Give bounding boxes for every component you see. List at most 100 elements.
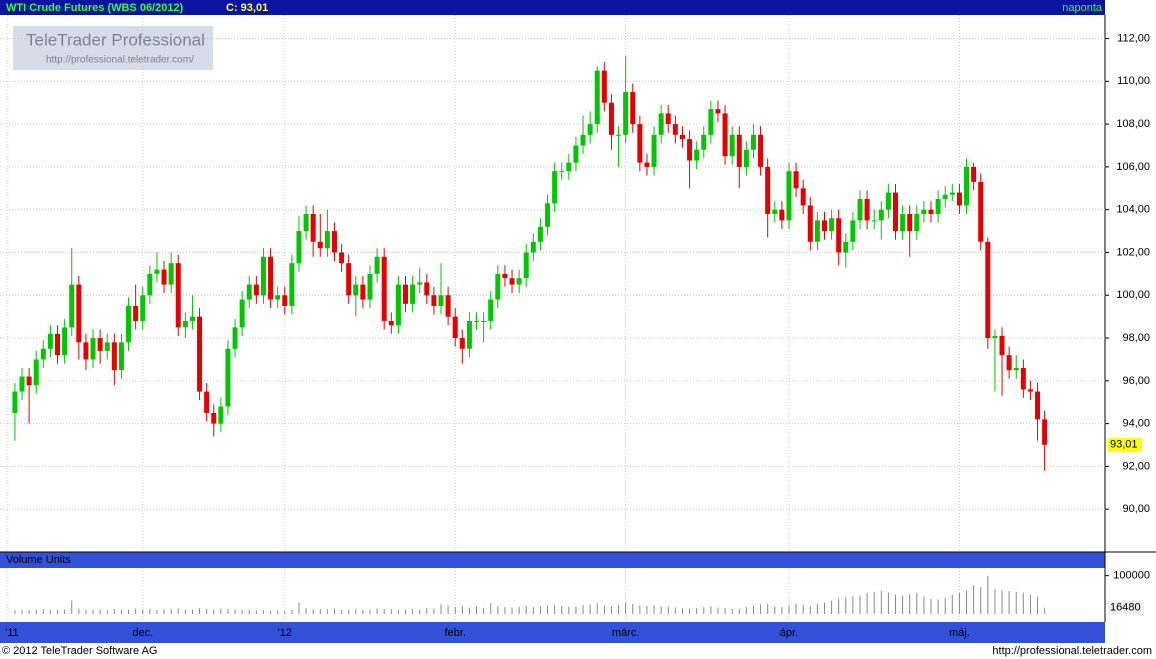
watermark-brand: TeleTrader Professional: [26, 30, 205, 49]
candle-body: [871, 220, 877, 222]
candle-body: [218, 406, 224, 424]
candle-body: [431, 295, 437, 306]
candle-body: [424, 282, 430, 296]
x-tick-label: máj.: [949, 627, 970, 639]
candle-body: [971, 166, 977, 182]
candle-body: [147, 273, 153, 296]
candle-body: [111, 342, 117, 371]
candle-body: [33, 359, 39, 386]
candle-body: [821, 220, 827, 232]
candle-body: [40, 348, 46, 360]
candle-body: [246, 284, 252, 300]
candle-body: [608, 102, 614, 135]
y-tick-label: 92,00: [1122, 460, 1150, 472]
candle-body: [168, 263, 174, 285]
close-text: C: 93,01: [226, 2, 268, 14]
candle-body: [289, 263, 295, 306]
candle-body: [189, 316, 195, 321]
candle-body: [1042, 419, 1048, 445]
candle-body: [232, 327, 238, 349]
candle-body: [438, 295, 444, 306]
candle-body: [353, 284, 359, 296]
candle-body: [985, 241, 991, 339]
candle-body: [587, 124, 593, 135]
candle-body: [956, 192, 962, 206]
candle-body: [580, 134, 586, 146]
candle-body: [55, 333, 61, 356]
candle-body: [935, 198, 941, 214]
x-tick-label: '12: [278, 627, 292, 639]
y-tick-label: 96,00: [1122, 375, 1150, 387]
candle-body: [552, 171, 558, 204]
candle-body: [715, 109, 721, 114]
candle-body: [516, 278, 522, 285]
candle-body: [509, 278, 515, 285]
candle-body: [793, 171, 799, 189]
x-tick-label: dec.: [132, 627, 153, 639]
candle-body: [140, 295, 146, 321]
last-volume-badge: [1108, 600, 1144, 615]
x-tick-label: febr.: [445, 627, 466, 639]
frequency: naponta: [1062, 2, 1103, 14]
candle-body: [701, 134, 707, 150]
candle-body: [1035, 391, 1041, 420]
candle-body: [253, 284, 259, 296]
candle-body: [19, 376, 25, 392]
candle-body: [1006, 355, 1012, 371]
y-tick-label: 94,00: [1122, 418, 1150, 430]
volume-header: [0, 552, 1105, 568]
candle-body: [275, 295, 281, 300]
y-tick-label: 106,00: [1116, 161, 1150, 173]
candle-body: [537, 226, 543, 242]
candle-body: [182, 320, 188, 328]
y-tick-label: 108,00: [1116, 118, 1150, 130]
last-price-badge: [1108, 437, 1142, 452]
candle-body: [679, 134, 685, 140]
candle-body: [623, 92, 629, 135]
candle-body: [459, 338, 465, 349]
candle-body: [665, 113, 671, 125]
candle-body: [296, 231, 302, 264]
candle-body: [942, 194, 948, 199]
x-tick-label: márc.: [612, 627, 640, 639]
candle-body: [360, 284, 366, 300]
candle-body: [850, 220, 856, 242]
candle-body: [466, 320, 472, 349]
candle-body: [339, 252, 345, 264]
candle-body: [47, 333, 53, 349]
y-tick-label: 110,00: [1117, 75, 1150, 87]
candle-body: [616, 134, 622, 136]
y-tick-label: 104,00: [1116, 204, 1150, 216]
candle-body: [658, 113, 664, 135]
x-tick-label: ápr.: [780, 627, 798, 639]
candle-body: [559, 171, 565, 173]
candle-body: [743, 149, 749, 167]
candle-body: [949, 192, 955, 195]
candle-body: [197, 316, 203, 392]
candle-body: [601, 70, 607, 103]
candle-body: [83, 342, 89, 360]
candle-body: [594, 70, 600, 125]
candle-body: [545, 203, 551, 227]
candle-body: [829, 218, 835, 232]
header-bar: [0, 0, 1105, 15]
candle-body: [964, 166, 970, 206]
volume-tick-label: 100000: [1113, 570, 1150, 582]
candle-body: [474, 320, 480, 322]
chart-title: WTI Crude Futures (WBS 06/2012): [6, 2, 184, 14]
candle-body: [381, 256, 387, 321]
candle-body: [452, 316, 458, 339]
candle-body: [374, 256, 380, 274]
candle-body: [317, 241, 323, 249]
candle-body: [750, 134, 756, 150]
candle-body: [310, 213, 316, 242]
footer-url: http://professional.teletrader.com: [992, 645, 1152, 657]
y-tick-label: 98,00: [1122, 332, 1150, 344]
candle-body: [402, 284, 408, 304]
candle-body: [225, 348, 231, 407]
candle-body: [260, 256, 266, 296]
last-price-label: 93,01: [1110, 439, 1138, 451]
candle-body: [346, 263, 352, 296]
candle-body: [445, 295, 451, 317]
candle-body: [800, 188, 806, 206]
